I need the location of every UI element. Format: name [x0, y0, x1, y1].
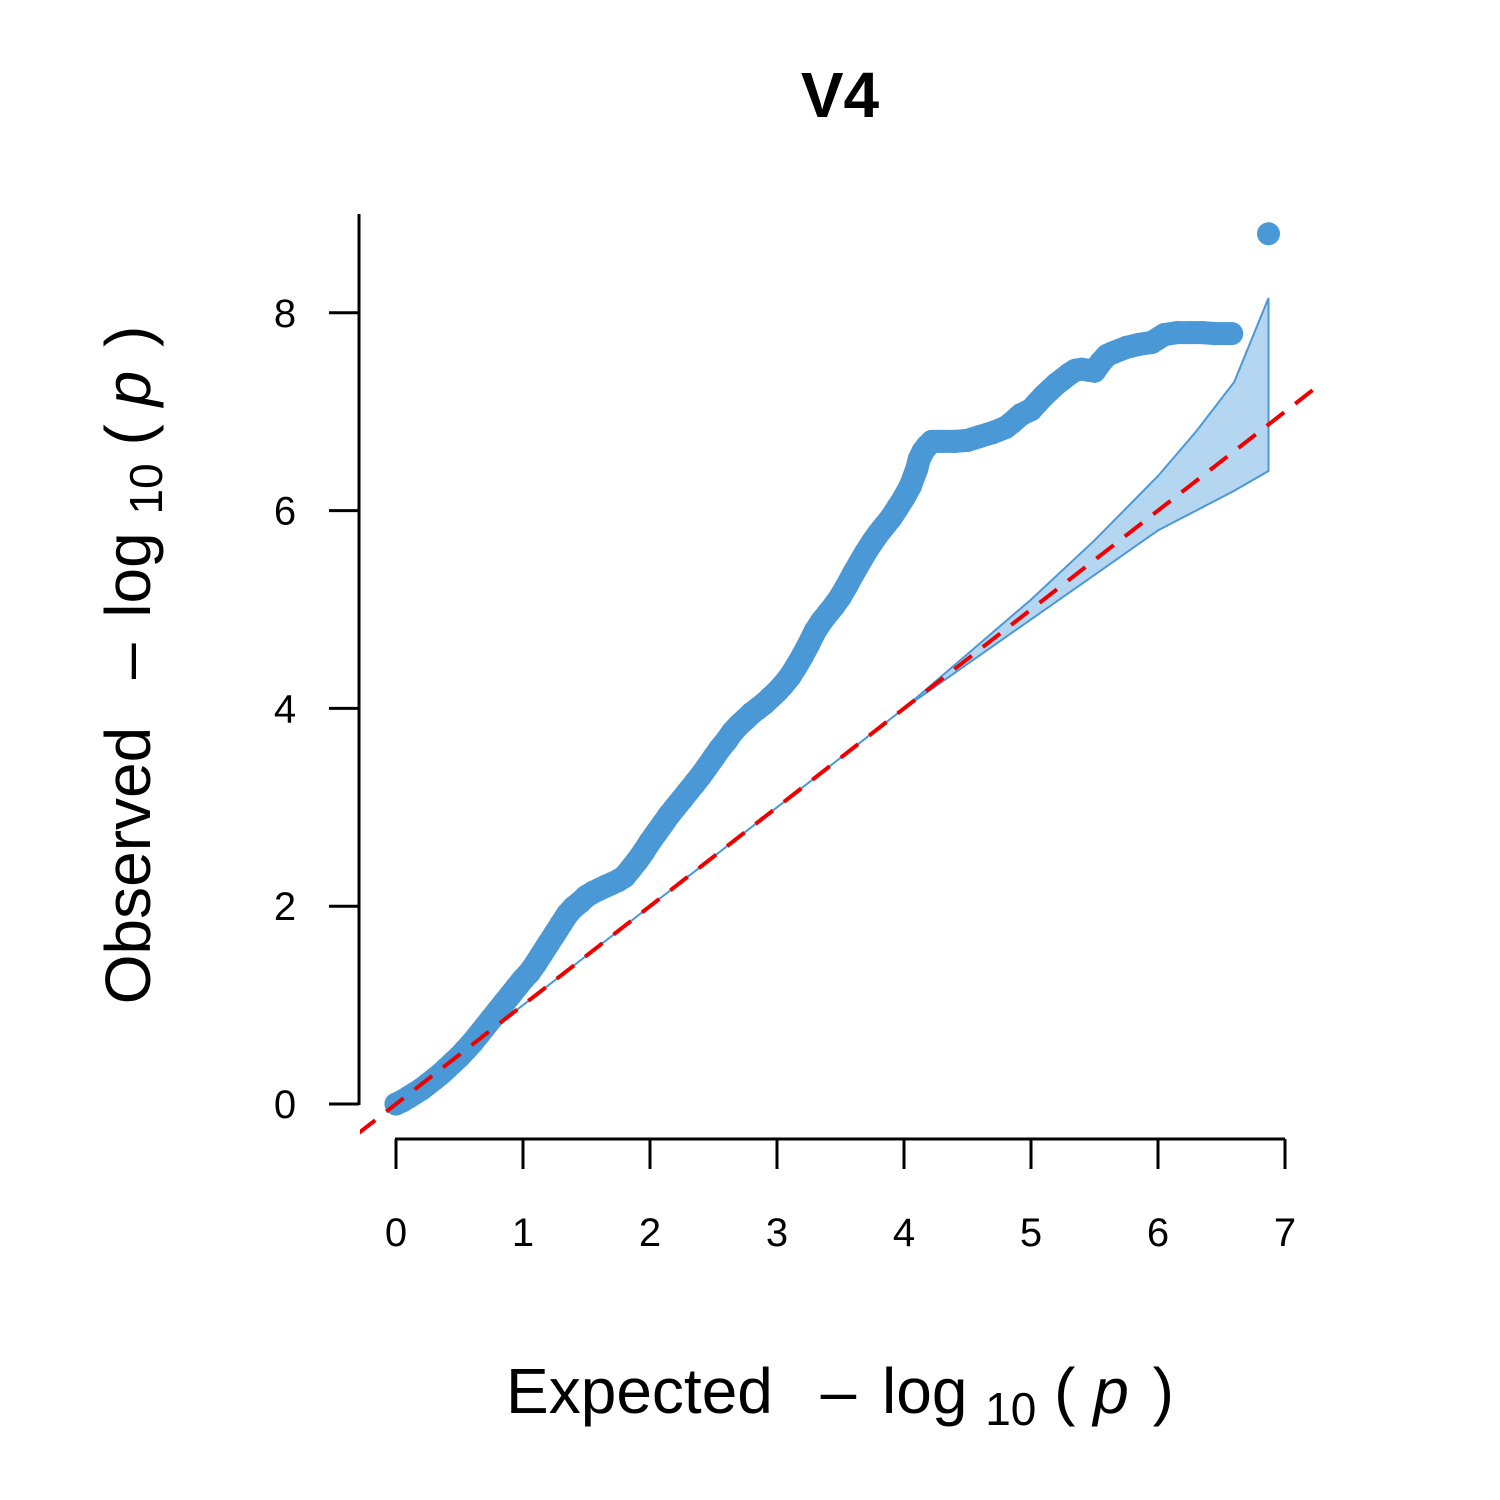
x-tick-label: 3 [766, 1211, 788, 1255]
x-tick-label: 6 [1147, 1211, 1169, 1255]
x-axis-label-close-paren: ) [1153, 1355, 1174, 1427]
x-axis-label-minus: – [821, 1355, 857, 1427]
x-axis-label-subscript: 10 [985, 1383, 1036, 1435]
y-axis-label-open-paren: ( [92, 424, 164, 445]
x-tick-label: 4 [893, 1211, 915, 1255]
y-tick-label: 6 [274, 490, 296, 534]
reference-line [360, 380, 1325, 1135]
y-axis-label-p: p [92, 371, 164, 409]
confidence-band [395, 297, 1270, 1105]
confidence-band-layer [395, 297, 1270, 1105]
y-axis-label: Observed – log 10 ( p ) [92, 326, 176, 1005]
y-axis-label-subscript: 10 [120, 463, 172, 514]
observed-points-layer [384, 222, 1280, 1116]
y-axis-label-prefix: Observed [92, 727, 164, 1004]
x-tick-label: 1 [512, 1211, 534, 1255]
data-point [1220, 322, 1244, 346]
chart-title: V4 [801, 59, 880, 131]
x-axis-label-p: p [1091, 1355, 1129, 1427]
x-axis-label-prefix: Expected [506, 1355, 773, 1427]
y-axis-ticks: 0 2 4 6 8 [274, 292, 359, 1127]
x-axis-label-open-paren: ( [1054, 1355, 1075, 1427]
data-point [1257, 222, 1280, 246]
x-tick-label: 5 [1020, 1211, 1042, 1255]
x-tick-label: 2 [639, 1211, 661, 1255]
x-tick-label: 7 [1274, 1211, 1296, 1255]
y-tick-label: 0 [274, 1083, 296, 1127]
x-axis-ticks: 0 1 2 3 4 5 6 7 [385, 1139, 1296, 1255]
y-axis-label-close-paren: ) [92, 326, 164, 347]
y-tick-label: 4 [274, 687, 296, 731]
y-axis-label-log: log [92, 532, 164, 617]
x-axis-label: Expected – log 10 ( p ) [506, 1355, 1174, 1439]
x-tick-label: 0 [385, 1211, 407, 1255]
y-tick-label: 8 [274, 292, 296, 336]
x-axis-label-log: log [882, 1355, 967, 1427]
y-axis-label-minus: – [92, 643, 164, 679]
y-tick-label: 2 [274, 885, 296, 929]
reference-line-layer [360, 380, 1325, 1135]
